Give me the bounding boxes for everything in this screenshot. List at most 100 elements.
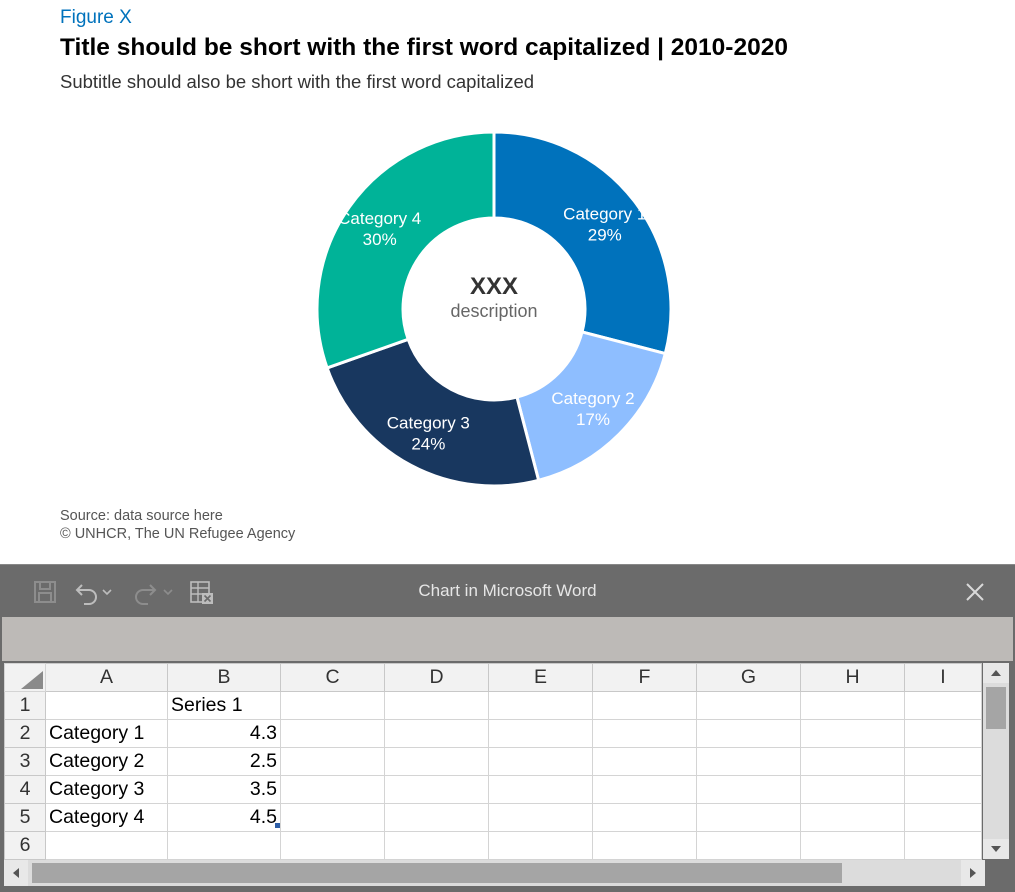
scroll-up-button[interactable]: [983, 663, 1009, 683]
row-header[interactable]: 4: [4, 775, 46, 804]
cell[interactable]: [280, 747, 385, 776]
window-title: Chart in Microsoft Word: [418, 581, 597, 600]
edit-data-icon[interactable]: [189, 579, 215, 605]
slice-percent-label: 17%: [576, 410, 610, 429]
slice-category-label: Category 3: [387, 414, 470, 433]
cell[interactable]: [904, 831, 982, 860]
select-all-corner[interactable]: [4, 663, 46, 692]
column-header[interactable]: D: [384, 663, 489, 692]
undo-dropdown-icon[interactable]: [100, 579, 114, 605]
cell[interactable]: [904, 719, 982, 748]
column-header[interactable]: F: [592, 663, 697, 692]
scroll-left-button[interactable]: [4, 860, 28, 886]
cell[interactable]: [280, 775, 385, 804]
cell-b1[interactable]: Series 1: [167, 691, 281, 720]
cell[interactable]: [384, 803, 489, 832]
cell[interactable]: [488, 747, 593, 776]
column-header[interactable]: G: [696, 663, 801, 692]
cell[interactable]: [384, 831, 489, 860]
cell[interactable]: [488, 775, 593, 804]
undo-icon[interactable]: [74, 579, 100, 605]
cell[interactable]: [488, 691, 593, 720]
donut-slice: [492, 130, 673, 356]
cell[interactable]: [592, 747, 697, 776]
row-header[interactable]: 2: [4, 719, 46, 748]
cell[interactable]: [488, 831, 593, 860]
cell-b3[interactable]: 2.5: [167, 747, 281, 776]
cell[interactable]: [800, 775, 905, 804]
range-resize-handle[interactable]: [275, 823, 280, 828]
cell[interactable]: [904, 747, 982, 776]
cell[interactable]: [488, 803, 593, 832]
horizontal-scroll-thumb[interactable]: [32, 863, 842, 883]
cell[interactable]: [800, 691, 905, 720]
cell[interactable]: [592, 719, 697, 748]
cell[interactable]: [384, 747, 489, 776]
cell-b4[interactable]: 3.5: [167, 775, 281, 804]
cell[interactable]: [384, 775, 489, 804]
cell[interactable]: [696, 803, 801, 832]
cell[interactable]: [800, 719, 905, 748]
column-header[interactable]: C: [280, 663, 385, 692]
row-header[interactable]: 6: [4, 831, 46, 860]
cell-a2[interactable]: Category 1: [45, 719, 168, 748]
cell[interactable]: [280, 831, 385, 860]
cell[interactable]: [800, 747, 905, 776]
cell-a4[interactable]: Category 3: [45, 775, 168, 804]
cell[interactable]: [280, 691, 385, 720]
scroll-right-button[interactable]: [961, 860, 985, 886]
redo-dropdown-icon[interactable]: [161, 579, 175, 605]
cell[interactable]: [904, 803, 982, 832]
row-header[interactable]: 1: [4, 691, 46, 720]
vertical-scroll-thumb[interactable]: [986, 687, 1006, 729]
scroll-down-button[interactable]: [983, 839, 1009, 859]
redo-icon[interactable]: [132, 579, 158, 605]
scroll-left-icon: [13, 868, 19, 878]
slice-percent-label: 24%: [411, 435, 445, 454]
column-header[interactable]: H: [800, 663, 905, 692]
cell-a1[interactable]: [45, 691, 168, 720]
vertical-scrollbar[interactable]: [983, 663, 1009, 859]
title-bar: Chart in Microsoft Word: [0, 564, 1015, 616]
close-icon[interactable]: [962, 579, 988, 605]
column-header[interactable]: A: [45, 663, 168, 692]
cell[interactable]: [384, 719, 489, 748]
cell[interactable]: [696, 691, 801, 720]
cell-a5[interactable]: Category 4: [45, 803, 168, 832]
column-header[interactable]: I: [904, 663, 982, 692]
horizontal-scrollbar[interactable]: [4, 860, 985, 886]
cell[interactable]: [904, 691, 982, 720]
cell[interactable]: [904, 775, 982, 804]
cell-a3[interactable]: Category 2: [45, 747, 168, 776]
donut-center-value: XXX: [470, 273, 518, 300]
slice-category-label: Category 1: [563, 204, 646, 223]
save-icon[interactable]: [32, 579, 58, 605]
column-header[interactable]: E: [488, 663, 593, 692]
cell[interactable]: [280, 719, 385, 748]
cell-b2[interactable]: 4.3: [167, 719, 281, 748]
cell[interactable]: [384, 691, 489, 720]
cell-b5[interactable]: 4.5: [167, 803, 281, 832]
scroll-right-icon: [970, 868, 976, 878]
cell[interactable]: [800, 803, 905, 832]
cell[interactable]: [592, 803, 697, 832]
row-header[interactable]: 3: [4, 747, 46, 776]
column-header[interactable]: B: [167, 663, 281, 692]
cell[interactable]: [800, 831, 905, 860]
cell[interactable]: [592, 831, 697, 860]
cell[interactable]: [696, 831, 801, 860]
cell[interactable]: [280, 803, 385, 832]
scroll-up-icon: [991, 670, 1001, 676]
cell[interactable]: [592, 691, 697, 720]
donut-slice: [315, 130, 496, 370]
copyright-line: © UNHCR, The UN Refugee Agency: [60, 526, 296, 542]
cell-a6[interactable]: [45, 831, 168, 860]
cell[interactable]: [488, 719, 593, 748]
cell[interactable]: [696, 747, 801, 776]
cell-b6[interactable]: [167, 831, 281, 860]
figure-label: Figure X: [60, 7, 132, 28]
row-header[interactable]: 5: [4, 803, 46, 832]
cell[interactable]: [696, 775, 801, 804]
cell[interactable]: [592, 775, 697, 804]
cell[interactable]: [696, 719, 801, 748]
